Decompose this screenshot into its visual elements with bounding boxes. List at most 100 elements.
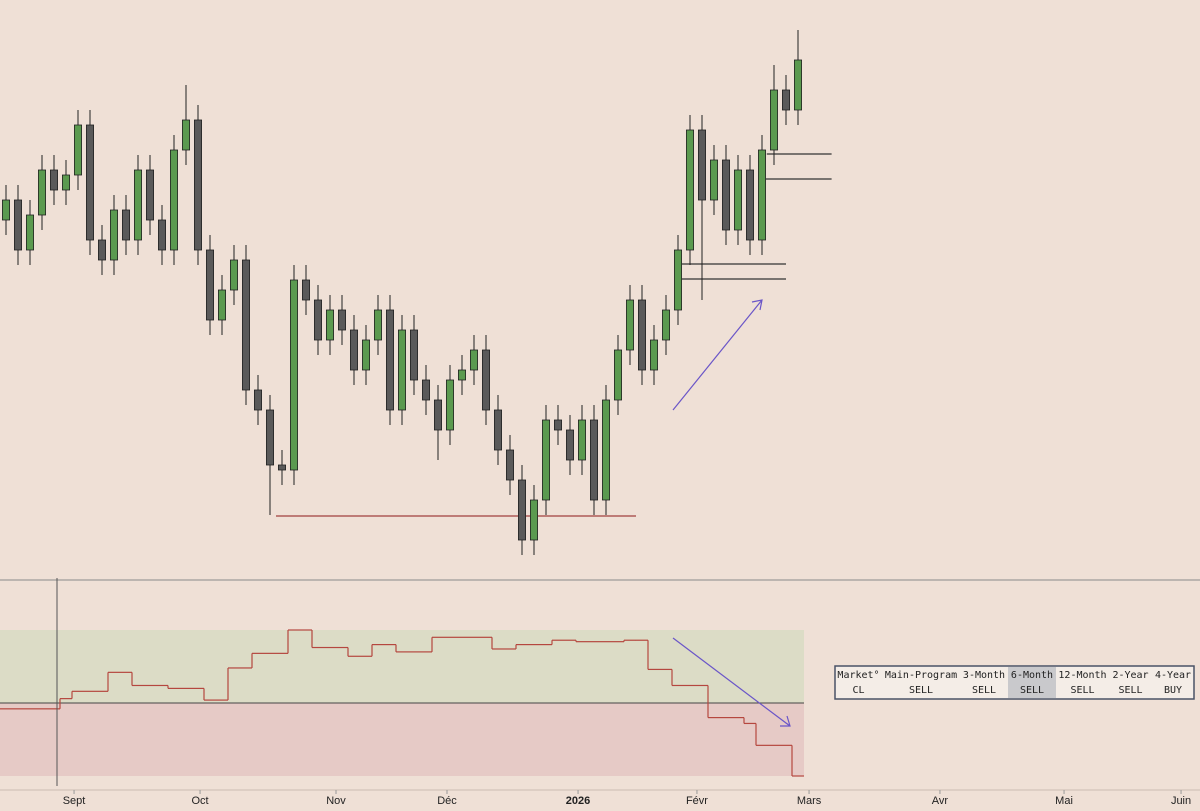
candle-body <box>409 329 418 381</box>
candle-body <box>169 149 178 251</box>
candle-body <box>518 479 527 541</box>
price-panel <box>2 30 832 555</box>
candle-body <box>133 169 142 241</box>
candle-body <box>157 219 166 251</box>
candle-body <box>110 209 119 261</box>
x-tick-label: Févr <box>686 795 708 807</box>
table-header: 4-Year <box>1155 670 1191 681</box>
x-tick-label: Mai <box>1055 795 1073 807</box>
candle-body <box>614 349 623 401</box>
candle-body <box>602 399 611 501</box>
candle-body <box>590 419 599 501</box>
candle-body <box>385 309 394 411</box>
candle-body <box>493 409 502 451</box>
upper-zone <box>0 630 804 703</box>
candle-body <box>86 124 95 241</box>
candle-body <box>25 214 34 251</box>
indicator-panel <box>0 629 804 777</box>
candle-body <box>530 499 539 541</box>
candle-body <box>710 159 719 201</box>
candle-body <box>457 369 466 381</box>
candle-body <box>2 199 10 221</box>
signal-table: Market° CL Main-Program SELL 3-Month SELL 6-Mo… <box>834 665 1195 700</box>
table-cell: SELL <box>1118 685 1142 696</box>
candle-body <box>217 289 226 321</box>
candle-body <box>566 429 575 461</box>
x-tick-label: Déc <box>437 795 457 807</box>
x-tick-label: Nov <box>326 795 346 807</box>
candle-body <box>554 419 563 431</box>
candle-body <box>481 349 490 411</box>
candle-body <box>650 339 659 371</box>
table-header: Market° <box>837 670 879 681</box>
candle-body <box>74 124 83 176</box>
candle-body <box>770 89 779 151</box>
trend-arrow-up <box>672 299 763 411</box>
candle-body <box>361 339 370 371</box>
candle-body <box>265 409 274 466</box>
candle-body <box>289 279 298 471</box>
candle-body <box>758 149 767 241</box>
table-cell: SELL <box>909 685 933 696</box>
candle-body <box>98 239 107 261</box>
candle-body <box>674 249 683 311</box>
lower-zone <box>0 703 804 776</box>
table-header: 2-Year <box>1112 670 1148 681</box>
table-header: Main-Program <box>885 670 957 681</box>
table-header: 6-Month <box>1011 670 1053 681</box>
candle-body <box>122 209 131 241</box>
table-header: 12-Month <box>1058 670 1106 681</box>
table-cell: SELL <box>972 685 996 696</box>
candle-body <box>469 349 478 371</box>
candle-body <box>421 379 430 401</box>
candle-body <box>638 299 647 371</box>
candle-body <box>13 199 22 251</box>
table-highlight <box>1008 667 1056 698</box>
candle-body <box>38 169 47 216</box>
x-tick-label: Sept <box>63 795 86 807</box>
table-cell: SELL <box>1070 685 1094 696</box>
candle-body <box>325 309 334 341</box>
table-header: 3-Month <box>963 670 1005 681</box>
candle-body <box>578 419 587 461</box>
x-tick-label: 2026 <box>566 795 590 807</box>
candle-body <box>205 249 214 321</box>
candle-body <box>313 299 322 341</box>
candle-body <box>62 174 71 191</box>
candle-body <box>782 89 791 111</box>
x-tick-label: Oct <box>191 795 208 807</box>
candle-body <box>445 379 454 431</box>
candle-body <box>662 309 671 341</box>
table-cell: SELL <box>1020 685 1044 696</box>
trend-arrow-down <box>672 637 791 727</box>
table-cell: BUY <box>1164 685 1182 696</box>
candle-body <box>686 129 695 251</box>
candle-body <box>505 449 514 481</box>
candle-body <box>397 329 406 411</box>
candle-body <box>433 399 442 431</box>
candle-body <box>794 59 803 111</box>
candle-body <box>746 169 755 241</box>
x-tick-label: Mars <box>797 795 822 807</box>
candle-body <box>626 299 635 351</box>
candle-body <box>698 129 707 201</box>
candle-body <box>193 119 202 251</box>
candle-body <box>722 159 731 231</box>
candle-body <box>542 419 551 501</box>
candle-body <box>349 329 358 371</box>
candle-body <box>337 309 346 331</box>
candle-body <box>301 279 310 301</box>
candle-body <box>253 389 262 411</box>
candle-body <box>241 259 250 391</box>
candle-body <box>734 169 743 231</box>
candle-body <box>50 169 59 191</box>
candle-body <box>229 259 238 291</box>
candle-body <box>373 309 382 341</box>
table-cell: CL <box>852 685 864 696</box>
candle-body <box>277 464 286 471</box>
x-tick-label: Avr <box>932 795 949 807</box>
x-tick-label: Juin <box>1171 795 1191 807</box>
candle-body <box>181 119 190 151</box>
candle-body <box>145 169 154 221</box>
